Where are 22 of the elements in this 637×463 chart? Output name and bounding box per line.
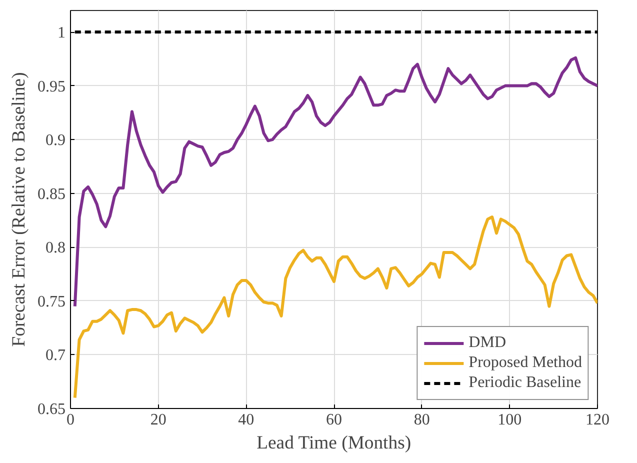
y-tick-label: 0.75 (38, 293, 66, 310)
x-tick-label: 100 (498, 412, 522, 428)
x-tick-label: 0 (66, 412, 74, 428)
y-tick-label: 0.65 (38, 401, 66, 418)
x-tick-label: 20 (150, 412, 166, 428)
x-tick-label: 60 (326, 412, 342, 428)
line-series (73, 216, 598, 400)
y-axis-title: Forecast Error (Relative to Baseline) (8, 72, 30, 347)
y-tick-label: 0.7 (46, 347, 66, 364)
legend-label: DMD (468, 334, 506, 352)
y-tick-label: 0.8 (46, 240, 66, 257)
legend-label: Proposed Method (468, 354, 582, 372)
legend-label: Periodic Baseline (468, 374, 582, 392)
x-tick-label: 120 (586, 412, 610, 428)
y-tick-label: 0.85 (38, 186, 66, 203)
y-tick-label: 0.95 (38, 78, 66, 96)
x-tick-label: 40 (238, 412, 254, 428)
y-tick-label: 0.9 (46, 132, 66, 150)
line-series (73, 56, 598, 308)
x-axis-title: Lead Time (Months) (256, 432, 412, 454)
y-tick-label: 1 (58, 24, 66, 42)
x-tick-label: 80 (414, 412, 430, 428)
